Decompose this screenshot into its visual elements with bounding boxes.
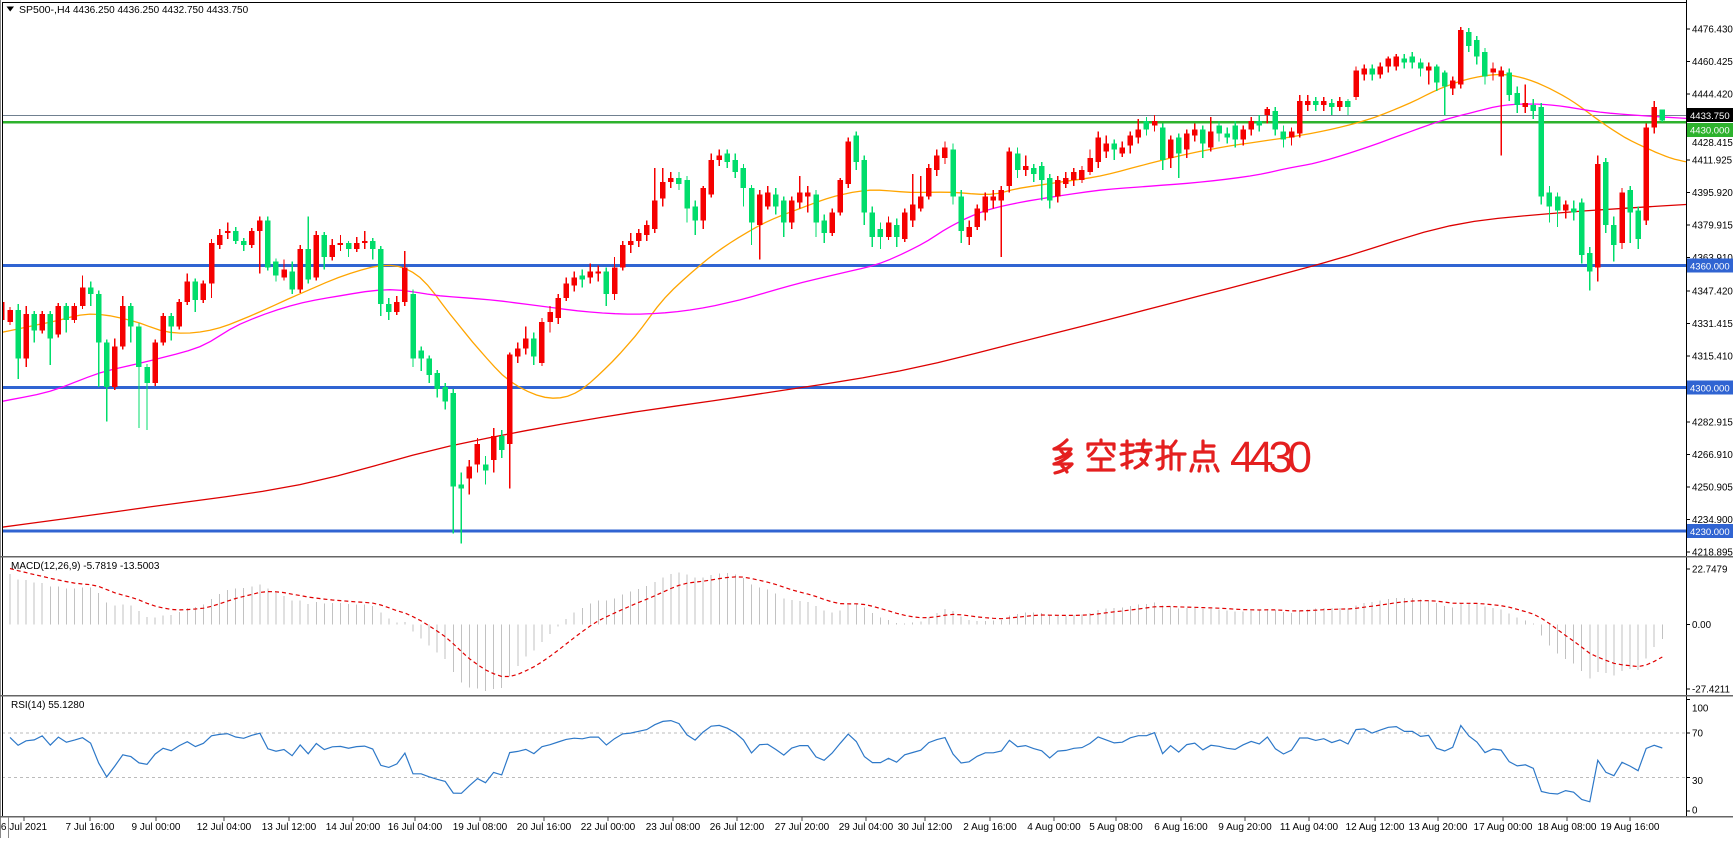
svg-text:0: 0 [1692,806,1698,817]
svg-text:4230.000: 4230.000 [1690,527,1730,538]
svg-text:18 Aug 08:00: 18 Aug 08:00 [1538,822,1597,833]
svg-text:11 Aug 04:00: 11 Aug 04:00 [1280,822,1339,833]
svg-text:4234.900: 4234.900 [1692,515,1733,526]
svg-text:SP500-,H4: SP500-,H4 [19,4,71,16]
svg-text:0.00: 0.00 [1692,620,1712,631]
svg-text:29 Jul 04:00: 29 Jul 04:00 [839,822,894,833]
svg-text:13 Jul 12:00: 13 Jul 12:00 [262,822,317,833]
svg-text:7 Jul 16:00: 7 Jul 16:00 [66,822,115,833]
svg-text:19 Jul 08:00: 19 Jul 08:00 [453,822,508,833]
svg-text:4218.895: 4218.895 [1692,547,1733,558]
svg-text:4430: 4430 [1230,433,1312,482]
svg-text:12 Aug 12:00: 12 Aug 12:00 [1346,822,1405,833]
svg-text:MACD(12,26,9) -5.7819 -13.5003: MACD(12,26,9) -5.7819 -13.5003 [11,561,160,572]
svg-text:6 Aug 16:00: 6 Aug 16:00 [1154,822,1208,833]
svg-text:4363.910: 4363.910 [1692,253,1733,264]
svg-text:4395.920: 4395.920 [1692,188,1733,199]
svg-text:4436.250 4436.250 4432.750 443: 4436.250 4436.250 4432.750 4433.750 [73,5,249,16]
svg-text:4360.000: 4360.000 [1690,261,1730,272]
svg-text:4266.910: 4266.910 [1692,450,1733,461]
svg-text:RSI(14) 55.1280: RSI(14) 55.1280 [11,700,85,711]
svg-text:6 Jul 2021: 6 Jul 2021 [1,822,48,833]
svg-text:70: 70 [1692,729,1703,740]
svg-text:4347.420: 4347.420 [1692,286,1733,297]
svg-text:27 Jul 20:00: 27 Jul 20:00 [775,822,830,833]
svg-text:4430.000: 4430.000 [1690,126,1730,137]
svg-text:30: 30 [1692,776,1703,787]
svg-text:9 Jul 00:00: 9 Jul 00:00 [132,822,181,833]
svg-text:4379.915: 4379.915 [1692,220,1733,231]
svg-text:-27.4211: -27.4211 [1692,685,1730,696]
svg-text:100: 100 [1692,704,1709,715]
svg-text:19 Aug 16:00: 19 Aug 16:00 [1601,822,1660,833]
svg-text:4331.415: 4331.415 [1692,319,1733,330]
svg-text:4250.905: 4250.905 [1692,482,1733,493]
svg-text:4282.915: 4282.915 [1692,417,1733,428]
svg-text:4476.430: 4476.430 [1692,25,1733,36]
svg-text:16 Jul 04:00: 16 Jul 04:00 [388,822,443,833]
svg-text:23 Jul 08:00: 23 Jul 08:00 [646,822,701,833]
svg-text:4444.420: 4444.420 [1692,90,1733,101]
svg-text:4300.000: 4300.000 [1690,383,1730,394]
svg-text:9 Aug 20:00: 9 Aug 20:00 [1218,822,1272,833]
svg-text:22.7479: 22.7479 [1692,565,1727,576]
svg-text:4428.415: 4428.415 [1692,138,1733,149]
svg-text:22 Jul 00:00: 22 Jul 00:00 [581,822,636,833]
svg-text:12 Jul 04:00: 12 Jul 04:00 [197,822,252,833]
svg-text:30 Jul 12:00: 30 Jul 12:00 [898,822,953,833]
svg-text:5 Aug 08:00: 5 Aug 08:00 [1089,822,1143,833]
svg-text:20 Jul 16:00: 20 Jul 16:00 [517,822,572,833]
svg-text:4460.425: 4460.425 [1692,57,1733,68]
svg-text:4433.750: 4433.750 [1690,111,1730,122]
svg-text:4 Aug 00:00: 4 Aug 00:00 [1027,822,1081,833]
svg-text:26 Jul 12:00: 26 Jul 12:00 [710,822,765,833]
svg-text:4315.410: 4315.410 [1692,351,1733,362]
svg-text:13 Aug 20:00: 13 Aug 20:00 [1409,822,1468,833]
svg-text:14 Jul 20:00: 14 Jul 20:00 [326,822,381,833]
svg-text:17 Aug 00:00: 17 Aug 00:00 [1474,822,1533,833]
svg-text:4411.925: 4411.925 [1692,155,1733,166]
svg-text:2 Aug 16:00: 2 Aug 16:00 [963,822,1017,833]
